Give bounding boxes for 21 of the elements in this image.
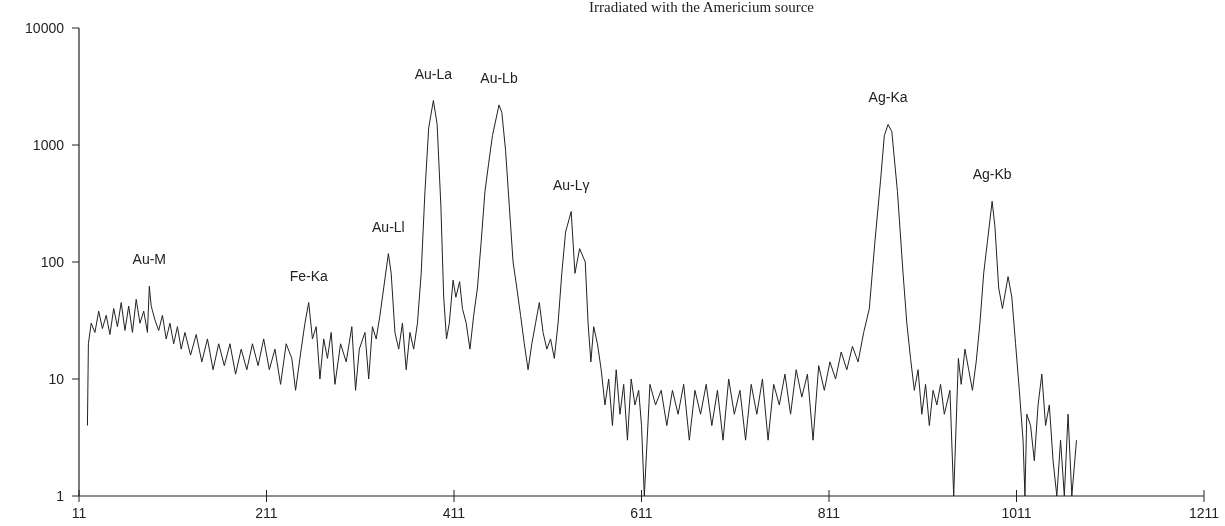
x-tick-label: 1011 [1001, 505, 1032, 521]
annotation: Ag-Ka [868, 89, 908, 106]
x-tick-label: 611 [630, 505, 653, 521]
y-tick-label: 1 [56, 487, 65, 504]
x-tick-label: 11 [71, 505, 87, 521]
chart-title: Irradiated with the Americium source [589, 0, 815, 15]
annotation: Au-Lγ [552, 176, 590, 193]
annotation: Au-La [414, 65, 453, 82]
annotation: Fe-Ka [289, 267, 328, 284]
x-tick-label: 411 [442, 505, 466, 521]
annotation: Ag-Kb [972, 166, 1012, 183]
y-tick-label: 100 [40, 253, 65, 270]
annotation: Au-M [132, 251, 167, 268]
y-tick-label: 1000 [32, 136, 65, 153]
x-tick-label: 811 [817, 505, 841, 521]
annotation: Au-Ll [372, 218, 405, 235]
y-tick-label: 10 [48, 370, 65, 387]
annotation: Au-Lb [480, 69, 518, 86]
x-tick-label: 211 [255, 505, 278, 521]
y-tick-label: 10000 [25, 19, 65, 36]
x-tick-label: 1211 [1188, 505, 1220, 521]
